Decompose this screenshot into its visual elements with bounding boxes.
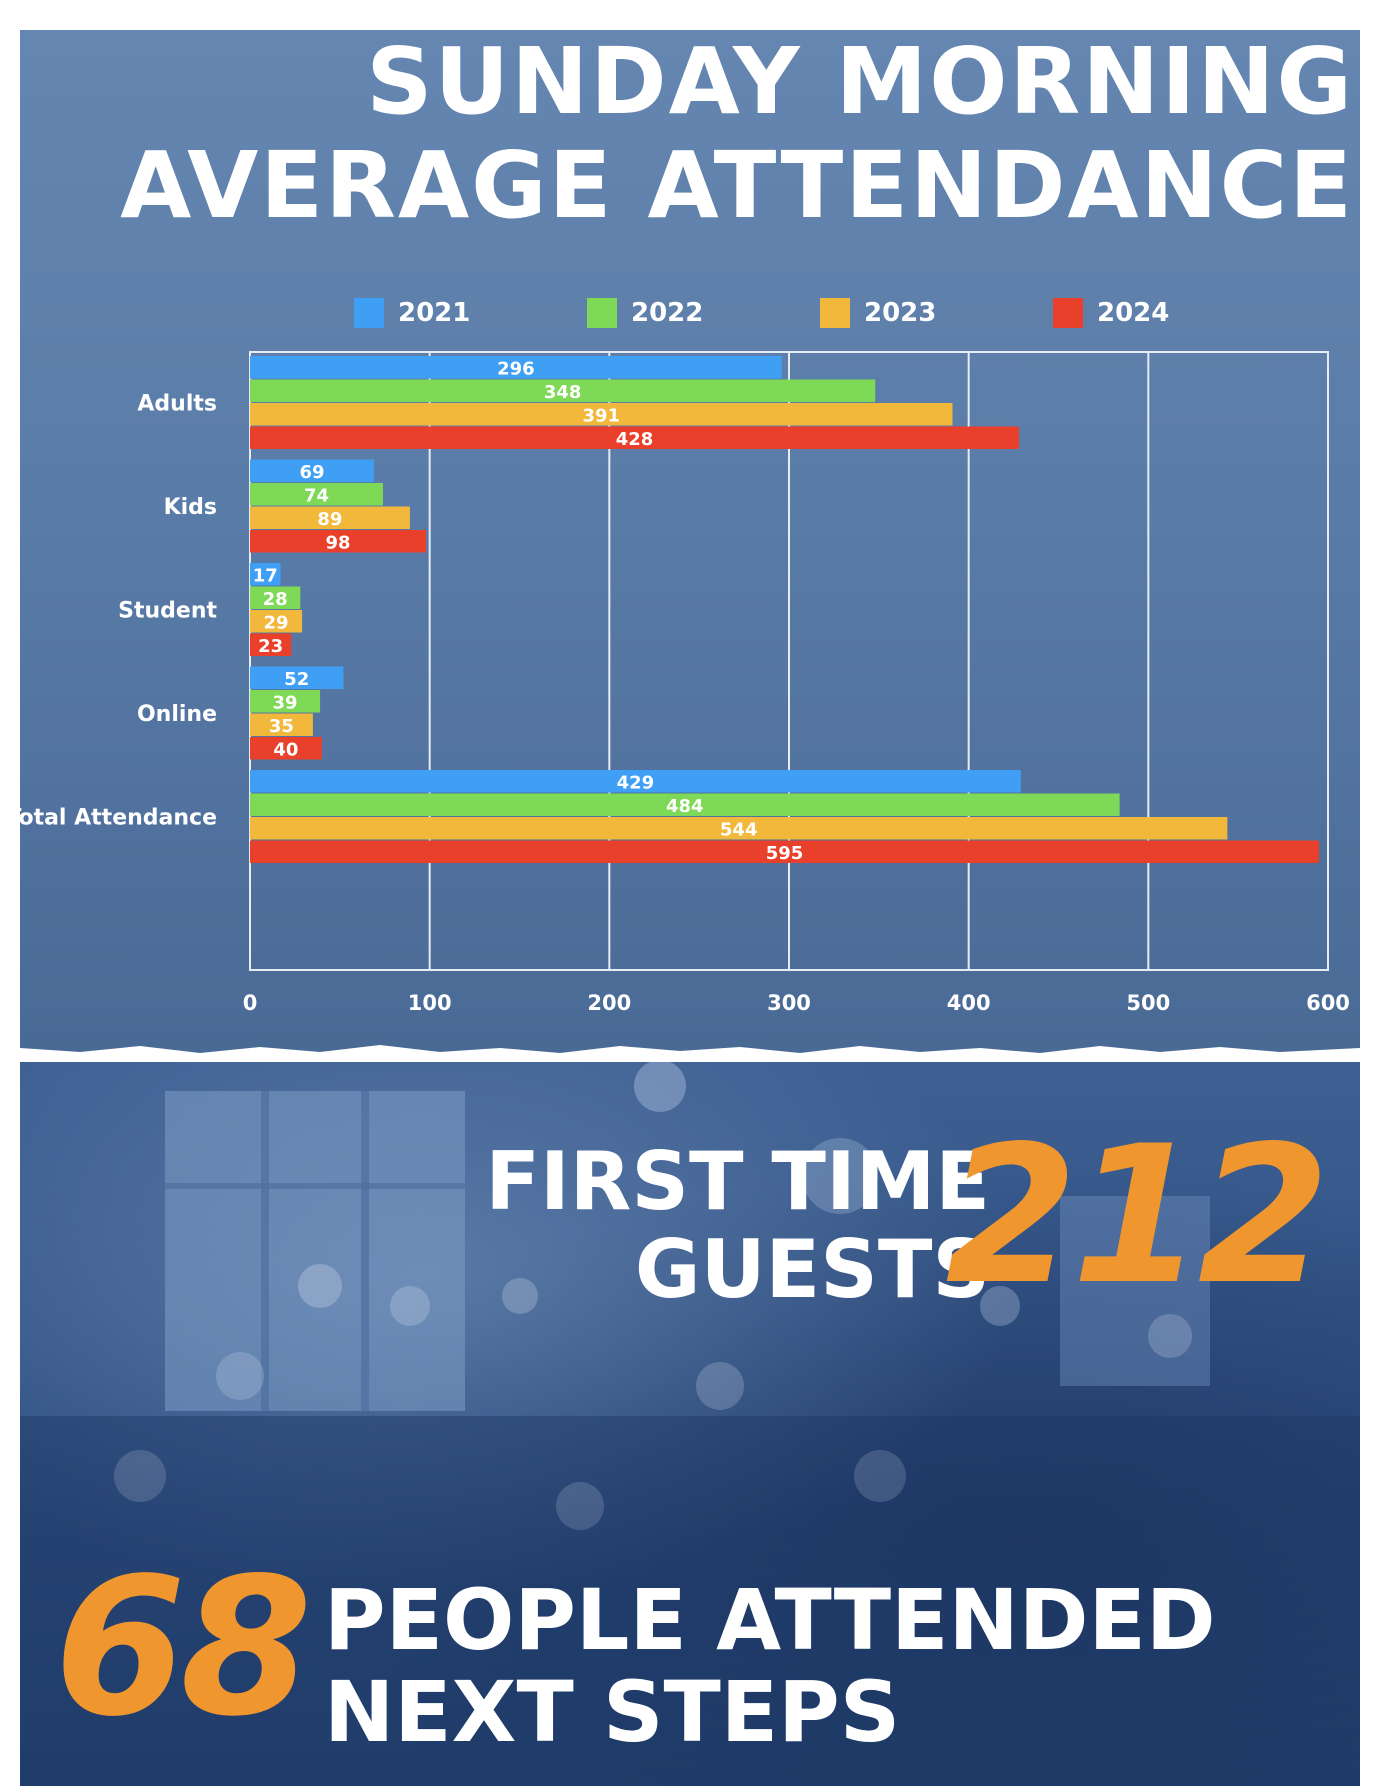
bar-2023-online: [250, 713, 313, 736]
legend-label-2022: 2022: [631, 298, 704, 328]
bar-2022-total-attendance: [250, 793, 1120, 816]
legend-swatch-2023: [820, 298, 850, 328]
legend-swatch-2024: [1053, 298, 1083, 328]
next-steps-label: PEOPLE ATTENDED NEXT STEPS: [324, 1574, 1216, 1758]
x-tick-label-200: 200: [587, 991, 631, 1015]
data-label-2022-total-attendance: 484: [666, 796, 704, 817]
guests-label-line-1: FIRST TIME: [485, 1135, 990, 1228]
bar-2023-total-attendance: [250, 817, 1228, 840]
data-label-2024-student: 23: [258, 636, 283, 657]
bar-2021-online: [250, 666, 344, 689]
category-label-kids: Kids: [164, 495, 217, 520]
bar-2023-adults: [250, 403, 953, 426]
first-time-guests-label: FIRST TIME GUESTS: [485, 1138, 990, 1314]
first-time-guests-value: 212: [945, 1105, 1330, 1326]
torn-paper-edge: [20, 1045, 1360, 1062]
bar-2023-kids: [250, 506, 410, 529]
bar-2024-kids: [250, 530, 427, 553]
data-label-2022-student: 28: [263, 589, 288, 610]
legend-label-2021: 2021: [398, 298, 471, 328]
bar-2024-total-attendance: [250, 840, 1320, 863]
legend-item-2023: 2023: [820, 296, 936, 330]
title-line-2: AVERAGE ATTENDANCE: [120, 132, 1354, 239]
bar-2022-adults: [250, 379, 876, 402]
data-label-2023-total-attendance: 544: [720, 819, 758, 840]
bar-2021-adults: [250, 356, 782, 379]
data-label-2023-student: 29: [264, 612, 289, 633]
x-tick-label-400: 400: [947, 991, 991, 1015]
legend-item-2022: 2022: [587, 296, 703, 330]
data-label-2023-adults: 391: [582, 405, 620, 426]
bar-2024-adults: [250, 426, 1019, 449]
data-label-2024-total-attendance: 595: [766, 843, 804, 864]
data-label-2021-kids: 69: [299, 462, 324, 483]
data-label-2024-online: 40: [273, 739, 298, 760]
legend-item-2024: 2024: [1053, 296, 1169, 330]
bar-2022-student: [250, 586, 301, 609]
crowd-photo-backdrop: [20, 1060, 1360, 1786]
data-label-2021-online: 52: [284, 669, 309, 690]
data-label-2021-student: 17: [253, 565, 278, 586]
page-title: SUNDAY MORNING AVERAGE ATTENDANCE: [120, 30, 1354, 238]
x-tick-label-100: 100: [408, 991, 452, 1015]
bar-2023-student: [250, 610, 303, 633]
x-tick-label-300: 300: [767, 991, 811, 1015]
guests-label-line-2: GUESTS: [634, 1223, 990, 1316]
legend-swatch-2022: [587, 298, 617, 328]
bar-2021-kids: [250, 459, 374, 482]
data-label-2022-adults: 348: [544, 382, 582, 403]
category-label-total-attendance: Total Attendance: [6, 806, 217, 831]
data-label-2022-online: 39: [273, 692, 298, 713]
steps-label-line-1: PEOPLE ATTENDED: [324, 1571, 1216, 1669]
stats-panel: FIRST TIME GUESTS 212 68 PEOPLE ATTENDED…: [20, 1056, 1360, 1786]
data-label-2022-kids: 74: [304, 485, 329, 506]
attendance-panel: [20, 30, 1360, 1053]
x-tick-label-500: 500: [1126, 991, 1170, 1015]
x-tick-label-0: 0: [243, 991, 258, 1015]
legend-label-2024: 2024: [1097, 298, 1170, 328]
data-label-2024-kids: 98: [326, 532, 351, 553]
data-label-2021-total-attendance: 429: [617, 772, 655, 793]
category-label-adults: Adults: [137, 392, 217, 417]
title-line-1: SUNDAY MORNING: [366, 28, 1354, 135]
bar-2022-online: [250, 690, 321, 713]
data-label-2021-adults: 296: [497, 358, 535, 379]
bar-2021-total-attendance: [250, 770, 1021, 793]
bar-2024-online: [250, 737, 322, 760]
bar-2024-student: [250, 633, 292, 656]
category-label-student: Student: [118, 599, 217, 624]
data-label-2023-online: 35: [269, 716, 294, 737]
legend-label-2023: 2023: [864, 298, 937, 328]
category-label-online: Online: [137, 702, 217, 727]
legend-item-2021: 2021: [354, 296, 470, 330]
legend-swatch-2021: [354, 298, 384, 328]
data-label-2023-kids: 89: [317, 509, 342, 530]
bar-2022-kids: [250, 483, 383, 506]
bar-2021-student: [250, 563, 281, 586]
steps-label-line-2: NEXT STEPS: [324, 1663, 901, 1761]
x-tick-label-600: 600: [1306, 991, 1350, 1015]
data-label-2024-adults: 428: [616, 429, 654, 450]
next-steps-value: 68: [54, 1537, 312, 1758]
